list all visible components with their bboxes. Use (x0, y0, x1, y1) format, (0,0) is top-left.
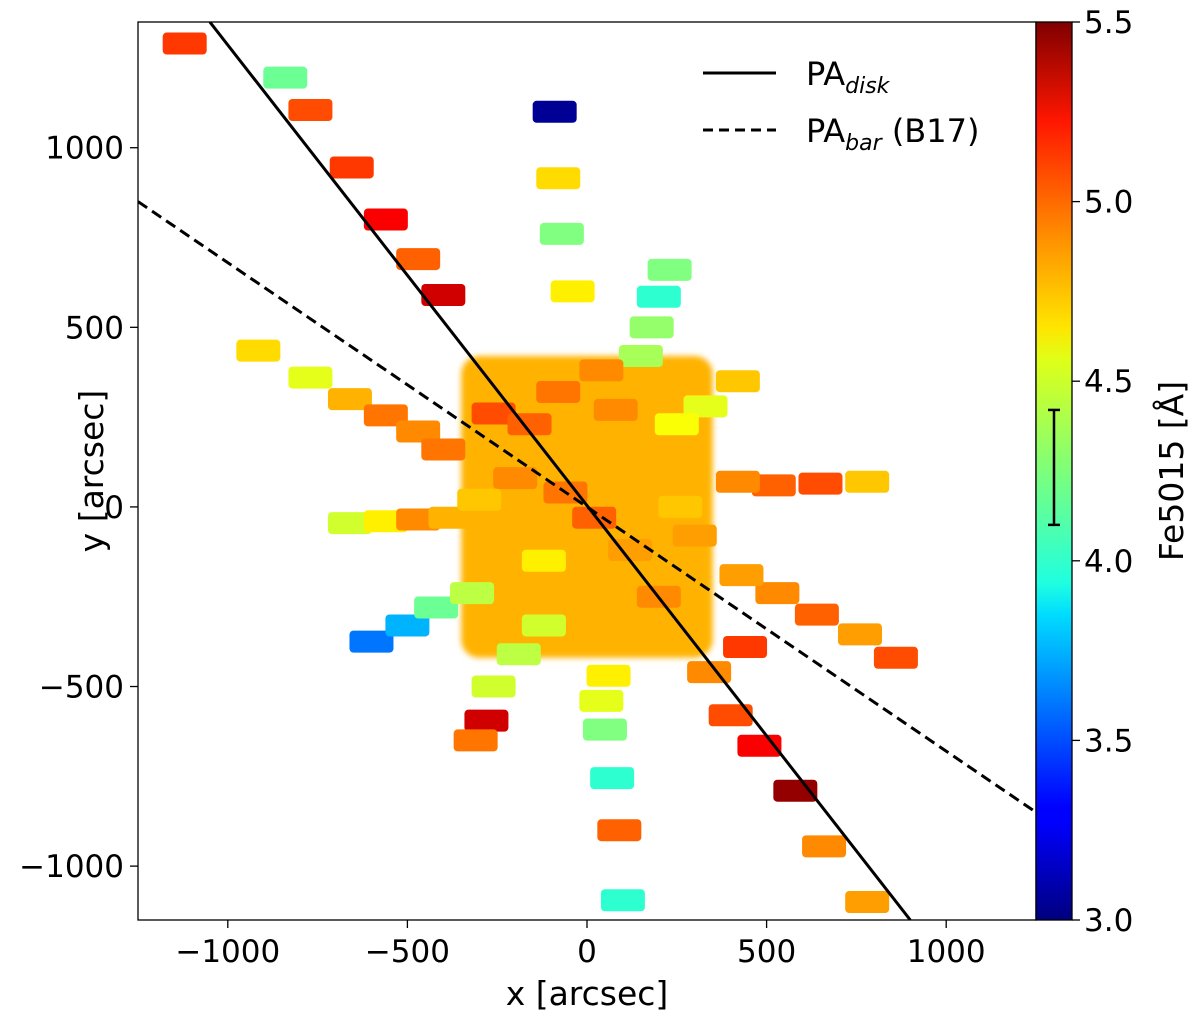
data-point (572, 506, 617, 529)
data-point (349, 630, 394, 653)
data-point (593, 442, 638, 465)
data-point (263, 66, 308, 89)
x-tick-label: −1000 (175, 934, 280, 970)
data-point (162, 32, 207, 55)
data-point (802, 835, 847, 858)
data-point (414, 596, 459, 619)
x-tick-label: 500 (737, 934, 796, 970)
data-point (636, 285, 681, 308)
data-point (723, 636, 768, 659)
colorbar-errorbar (1048, 408, 1060, 527)
data-point (873, 646, 918, 669)
colorbar-tick-label: 5.5 (1084, 5, 1133, 41)
x-axis-label: x [arcsec] (506, 974, 669, 1013)
data-point (532, 100, 577, 123)
legend-label-bar: PAbar (B17) (806, 112, 979, 156)
data-point (363, 208, 408, 231)
data-point (618, 345, 663, 368)
y-tick-label: −1000 (19, 849, 124, 885)
data-point (586, 664, 631, 687)
data-point (471, 402, 516, 425)
x-tick-label: 0 (577, 934, 597, 970)
plot-area (138, 22, 1036, 920)
data-point (536, 167, 581, 190)
data-point (579, 689, 624, 712)
data-point (536, 380, 581, 403)
colorbar-tick-label: 5.0 (1084, 185, 1133, 221)
data-point (363, 404, 408, 427)
pa-lines (138, 22, 1036, 920)
data-point (329, 156, 374, 179)
colorbar-label: Fe5015 [Å] (1151, 381, 1191, 561)
data-point (236, 339, 281, 362)
data-point (421, 438, 466, 461)
data-point (450, 582, 495, 605)
data-point (755, 582, 800, 605)
data-point (593, 398, 638, 421)
legend-label-disk: PAdisk (806, 55, 891, 99)
data-point (496, 643, 541, 666)
data-point (683, 395, 728, 418)
pa-disk-line (208, 22, 912, 920)
data-point (658, 495, 703, 518)
y-tick-label: 500 (65, 310, 124, 346)
data-point (396, 248, 441, 271)
data-point (715, 470, 760, 493)
data-point (471, 675, 516, 698)
data-point (798, 472, 843, 495)
data-point (421, 283, 466, 306)
y-axis-label: y [arcsec] (72, 390, 111, 553)
data-point (794, 603, 839, 626)
colorbar-tick-label: 4.0 (1084, 544, 1133, 580)
data-point (327, 388, 372, 411)
data-point (647, 258, 692, 281)
data-point (708, 704, 753, 727)
data-point (590, 767, 635, 790)
y-tick-label: 0 (104, 490, 124, 526)
data-point (582, 718, 627, 741)
data-point (715, 370, 760, 393)
colorbar-tick-label: 3.5 (1084, 723, 1133, 759)
data-point (550, 280, 595, 303)
colorbar-tick-label: 3.0 (1084, 903, 1133, 939)
data-point (597, 819, 642, 842)
data-point (539, 222, 584, 245)
data-point (751, 474, 796, 497)
data-point (288, 366, 333, 389)
data-point (493, 467, 538, 490)
colorbar-ticks: 3.0 3.5 4.0 4.5 5.0 5.5 (1072, 5, 1133, 939)
data-point (464, 709, 509, 732)
x-axis-ticks: −1000 −500 0 500 1000 (175, 920, 986, 970)
data-point (719, 564, 764, 587)
data-point (579, 359, 624, 382)
x-tick-label: 1000 (907, 934, 986, 970)
data-point (288, 99, 333, 122)
data-point (672, 524, 717, 547)
data-point (845, 891, 890, 914)
data-points (162, 32, 918, 914)
data-point (396, 420, 441, 443)
data-point (654, 413, 699, 436)
legend: PAdisk PAbar (B17) (703, 55, 979, 156)
y-tick-label: −500 (39, 670, 124, 706)
data-point (385, 614, 430, 637)
data-point (521, 549, 566, 572)
data-point (629, 316, 674, 339)
data-point (457, 488, 502, 511)
data-point (837, 623, 882, 646)
data-point (327, 512, 372, 535)
y-tick-label: 1000 (45, 131, 124, 167)
x-tick-label: −500 (365, 934, 450, 970)
data-point (521, 614, 566, 637)
y-axis-ticks: −1000 −500 0 500 1000 (19, 131, 138, 885)
colorbar-tick-label: 4.5 (1084, 364, 1133, 400)
pa-bar-line (138, 200, 1036, 814)
data-point (600, 889, 645, 912)
colorbar: 3.0 3.5 4.0 4.5 5.0 5.5 Fe5015 [Å] (1035, 5, 1191, 939)
data-point (428, 506, 473, 529)
data-point (453, 729, 498, 752)
data-point (845, 470, 890, 493)
